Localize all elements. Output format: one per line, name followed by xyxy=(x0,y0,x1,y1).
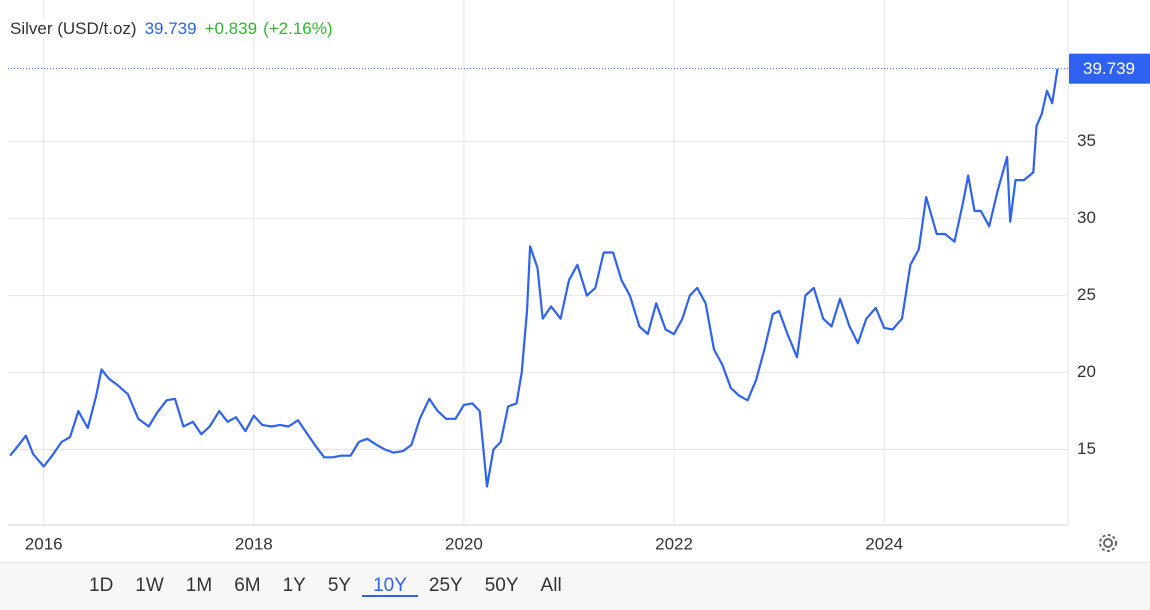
range-button[interactable]: 5Y xyxy=(327,575,352,596)
x-tick-label: 2022 xyxy=(655,534,693,553)
range-button[interactable]: 50Y xyxy=(484,575,519,596)
instrument-title: Silver (USD/t.oz) xyxy=(10,19,137,38)
chart: 15 20 25 30 35 2016 2018 2020 2022 2024 39.739 xyxy=(8,0,1150,553)
y-tick-label: 35 xyxy=(1077,131,1096,150)
price-line xyxy=(9,68,1059,488)
last-price-label: 39.739 xyxy=(1083,59,1135,78)
change: +0.839 xyxy=(204,19,258,38)
header: Silver (USD/t.oz) 39.739 +0.839 (+2.16%) xyxy=(10,19,333,39)
y-tick-label: 30 xyxy=(1077,208,1096,227)
range-button[interactable]: 1W xyxy=(135,575,164,596)
range-button[interactable]: 1M xyxy=(185,575,213,596)
settings-icon[interactable] xyxy=(1099,534,1117,552)
range-bar: 1D 1W 1M 6M 1Y 5Y 10Y 25Y 50Y All xyxy=(0,562,1150,610)
y-tick-label: 20 xyxy=(1077,362,1096,381)
x-tick-label: 2020 xyxy=(445,534,483,553)
range-button[interactable]: 6M xyxy=(234,575,261,596)
range-button[interactable]: 10Y xyxy=(362,563,418,597)
last-price-box xyxy=(1069,53,1150,84)
range-button[interactable]: 25Y xyxy=(428,575,463,596)
range-button[interactable]: 1Y xyxy=(282,575,306,596)
x-tick-label: 2024 xyxy=(865,534,903,553)
y-tick-label: 15 xyxy=(1077,439,1096,458)
price: 39.739 xyxy=(144,19,197,38)
y-tick-label: 25 xyxy=(1077,285,1096,304)
x-tick-label: 2018 xyxy=(235,534,273,553)
range-button[interactable]: All xyxy=(540,575,562,596)
x-tick-label: 2016 xyxy=(25,534,63,553)
range-button[interactable]: 1D xyxy=(89,575,114,596)
change-percent: (+2.16%) xyxy=(263,19,333,38)
